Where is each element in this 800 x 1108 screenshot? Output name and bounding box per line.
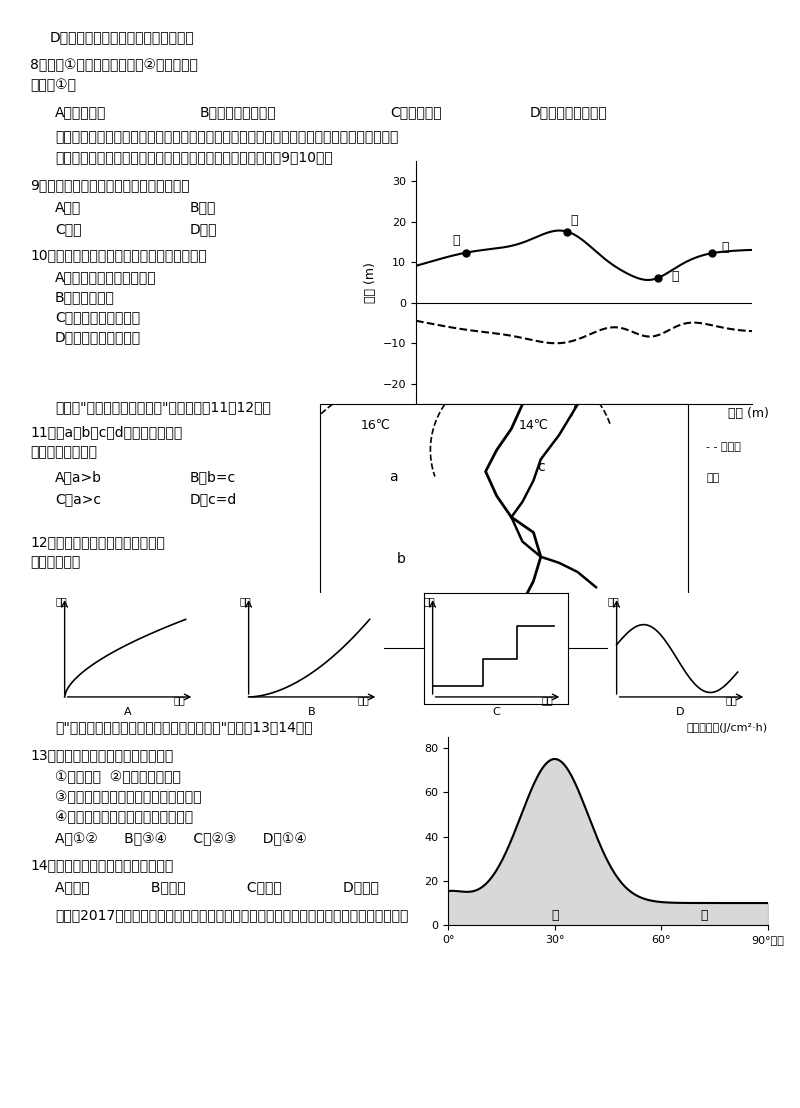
Text: 流程: 流程 (174, 696, 186, 706)
Text: 16℃: 16℃ (360, 419, 390, 432)
Text: 10．根据图中信息推测，下列说法最可信的是: 10．根据图中信息推测，下列说法最可信的是 (30, 248, 206, 261)
Text: ①纬度较低  ②距海远，降水少: ①纬度较低 ②距海远，降水少 (55, 770, 181, 784)
Text: D: D (676, 707, 684, 717)
Text: 系的判断正确的是: 系的判断正确的是 (30, 445, 97, 459)
Text: 14℃: 14℃ (518, 419, 548, 432)
Text: 流程: 流程 (542, 696, 554, 706)
Text: A．a>b: A．a>b (55, 470, 102, 484)
Text: D．丁地不是城市区域: D．丁地不是城市区域 (55, 330, 141, 343)
Text: B．乙: B．乙 (190, 201, 216, 214)
Text: B．土壤的水分更好: B．土壤的水分更好 (200, 105, 277, 119)
Text: 8．图中①地农作物长势好于②地，其原因: 8．图中①地农作物长势好于②地，其原因 (30, 58, 198, 72)
Text: 流程: 流程 (358, 696, 370, 706)
Text: 甲: 甲 (551, 909, 558, 922)
Text: 12℃: 12℃ (434, 629, 464, 642)
Text: B．b=c: B．b=c (190, 470, 236, 484)
Text: 13．甲地太阳辐射量多的原因主要是: 13．甲地太阳辐射量多的原因主要是 (30, 748, 174, 762)
Y-axis label: 海拔 (m): 海拔 (m) (364, 263, 378, 302)
Text: C: C (492, 707, 500, 717)
Text: 9．最可能出现海水入侵，地下水变咸的是: 9．最可能出现海水入侵，地下水变咸的是 (30, 178, 190, 192)
Text: B．甲地为湿地: B．甲地为湿地 (55, 290, 115, 304)
Text: 流量: 流量 (56, 596, 68, 606)
Text: 中实线为该区域地表海拔，虚线表示潜水埋藏深度。读图完成9～10题。: 中实线为该区域地表海拔，虚线表示潜水埋藏深度。读图完成9～10题。 (55, 150, 333, 164)
Text: 12．下列符合图中河流干流流量随: 12．下列符合图中河流干流流量随 (30, 535, 165, 548)
Text: 下表为2017年两个不同日期我国甲、乙两城市的昼长和正午太阳高度的观测数据。据此完成: 下表为2017年两个不同日期我国甲、乙两城市的昼长和正午太阳高度的观测数据。据此… (55, 907, 408, 922)
Text: C．丙地地下水质最差: C．丙地地下水质最差 (55, 310, 140, 324)
Text: 乙: 乙 (570, 214, 578, 226)
Text: 深度 (m): 深度 (m) (728, 407, 769, 420)
Text: D．植被覆盖率更高: D．植被覆盖率更高 (530, 105, 608, 119)
Text: A．甲: A．甲 (55, 201, 82, 214)
Text: 14．此时，乙地可能观察到的现象有: 14．此时，乙地可能观察到的现象有 (30, 858, 174, 872)
Text: C．a>c: C．a>c (55, 492, 101, 506)
Text: A．光照更强: A．光照更强 (55, 105, 106, 119)
Text: 太阳辐射量(J/cm²·h): 太阳辐射量(J/cm²·h) (687, 724, 768, 733)
Text: A: A (124, 707, 132, 717)
Text: C．丙: C．丙 (55, 222, 82, 236)
Text: D．气候干旱，风化和风力侵蚀作用强: D．气候干旱，风化和风力侵蚀作用强 (50, 30, 194, 44)
Text: A．黑子              B．耀斑              C．极光              D．极昼: A．黑子 B．耀斑 C．极光 D．极昼 (55, 880, 379, 894)
Text: 河流: 河流 (706, 473, 720, 483)
Text: 流量: 流量 (424, 596, 436, 606)
Text: 丁: 丁 (722, 242, 730, 254)
Text: 流程: 流程 (726, 696, 738, 706)
Text: a: a (390, 470, 398, 483)
Text: 丙: 丙 (671, 270, 679, 283)
Text: b: b (397, 552, 406, 566)
Text: c: c (537, 461, 545, 474)
Text: ④受副热带高压控制时间长，降水少: ④受副热带高压控制时间长，降水少 (55, 810, 193, 824)
Text: 读"南半球各纬度某时太阳辐射量分布曲线图"，完成13～14题。: 读"南半球各纬度某时太阳辐射量分布曲线图"，完成13～14题。 (55, 720, 313, 733)
Text: C．坡度更缓: C．坡度更缓 (390, 105, 442, 119)
Text: 11．对a、b、c、d四地温度大小关: 11．对a、b、c、d四地温度大小关 (30, 425, 182, 439)
Text: d: d (646, 601, 656, 615)
Text: 我国东南沿海某地区有深厚的砂砾堆积层，下图为该区域某地平行于海岸线的一段剖面图，其: 我国东南沿海某地区有深厚的砂砾堆积层，下图为该区域某地平行于海岸线的一段剖面图，… (55, 130, 398, 144)
Text: 甲: 甲 (453, 235, 460, 247)
Text: A．①②      B．③④      C．②③      D．①④: A．①② B．③④ C．②③ D．①④ (55, 832, 307, 847)
Text: 流量: 流量 (608, 596, 620, 606)
Text: B: B (308, 707, 316, 717)
Text: D．丁: D．丁 (190, 222, 218, 236)
Text: 乙: 乙 (700, 909, 708, 922)
Text: 可能是①地: 可能是①地 (30, 78, 76, 92)
Text: ③海拔高，大气稀薄，太阳辐射损耗少: ③海拔高，大气稀薄，太阳辐射损耗少 (55, 790, 202, 804)
Text: A．地下水从丙地流向乙地: A．地下水从丙地流向乙地 (55, 270, 157, 284)
Text: 下图为"某区域等温线分布图"。读图完成11～12题。: 下图为"某区域等温线分布图"。读图完成11～12题。 (55, 400, 271, 414)
Text: 流量: 流量 (240, 596, 252, 606)
Text: - - 等温线: - - 等温线 (706, 442, 742, 452)
Text: 流程变化的是: 流程变化的是 (30, 555, 80, 570)
Text: D．c=d: D．c=d (190, 492, 238, 506)
